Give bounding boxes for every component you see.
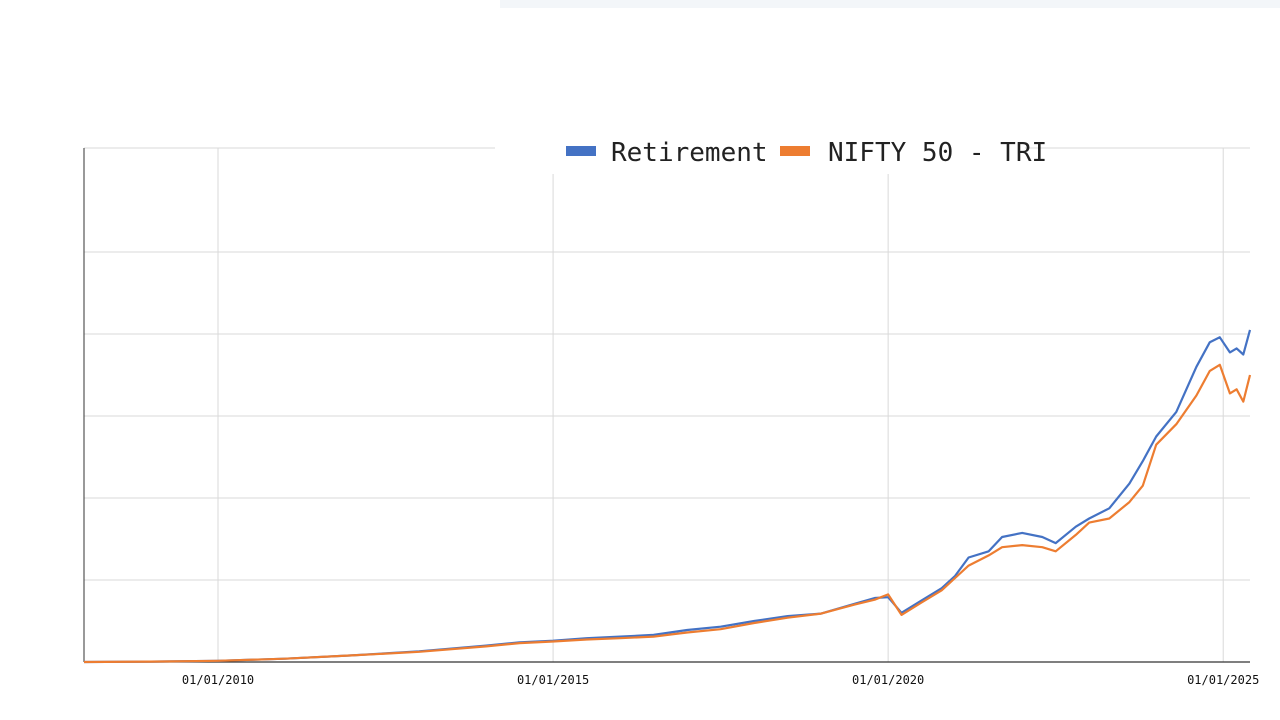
legend-label-nifty-50-tri: NIFTY 50 - TRI xyxy=(828,138,1047,168)
series-line-retirement xyxy=(83,329,1252,664)
x-tick-label-2020: 01/01/2020 xyxy=(852,673,924,687)
series-line-nifty-50-tri xyxy=(83,363,1252,664)
x-tick-label-2015: 01/01/2015 xyxy=(517,673,589,687)
legend-swatch-retirement xyxy=(566,146,596,156)
x-tick-label-2010: 01/01/2010 xyxy=(182,673,254,687)
legend-label-retirement: Retirement xyxy=(611,138,768,168)
x-tick-labels: 01/01/2010 01/01/2015 01/01/2020 01/01/2025 xyxy=(182,673,1259,687)
legend-swatch-nifty-50-tri xyxy=(780,146,810,156)
legend: Retirement NIFTY 50 - TRI xyxy=(495,128,1047,174)
series-layer xyxy=(83,329,1252,664)
grid-layer xyxy=(84,147,1250,662)
top-strip xyxy=(500,0,1280,8)
axis-layer xyxy=(83,148,1250,663)
x-tick-label-2025: 01/01/2025 xyxy=(1187,673,1259,687)
